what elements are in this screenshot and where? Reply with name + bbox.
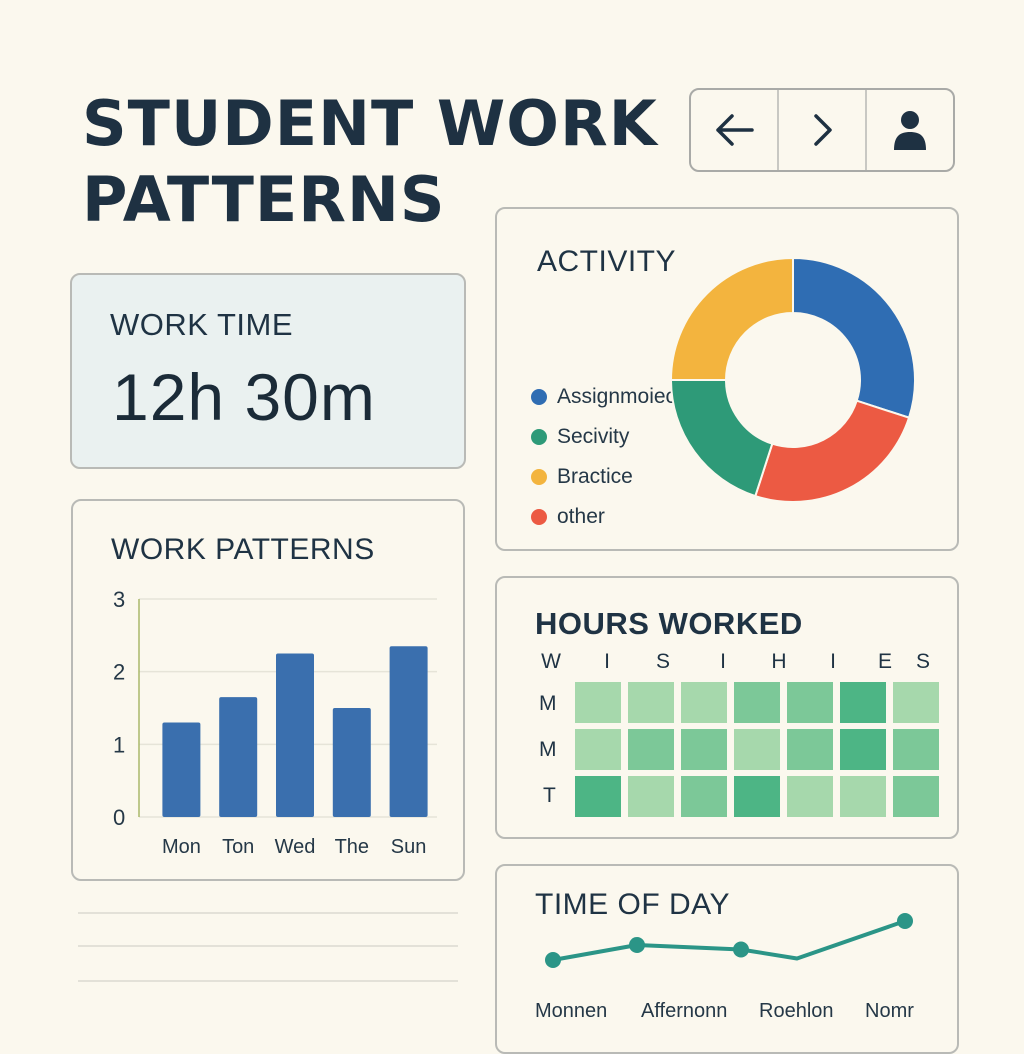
heatmap-cell [628,776,674,817]
legend-label: Assignmoiec [557,385,677,408]
heatmap-cell [787,776,833,817]
time-of-day-label: Nomr [865,1000,914,1022]
work-time-card: WORK TIME 12h 30m [70,273,466,469]
divider-line [78,945,458,947]
legend-item: Secivity [531,417,676,457]
legend-label: Secivity [557,425,630,448]
legend-swatch [531,389,547,405]
user-profile-button[interactable] [865,90,953,170]
navigation-toolbar [689,88,955,172]
heatmap-column-label: I [604,650,610,673]
heatmap-cell [575,729,621,770]
back-button[interactable] [691,90,777,170]
heatmap-cell [893,729,939,770]
y-tick-label: 3 [113,587,125,612]
forward-button[interactable] [777,90,865,170]
heatmap-cell [787,682,833,723]
time-of-day-card: TIME OF DAY Monnen Affernonn Roehlon Nom… [495,864,959,1054]
series-line [551,919,907,962]
heatmap-cell [893,776,939,817]
divider-line [78,980,458,982]
heatmap-row-label: T [543,784,556,807]
activity-card: ACTIVITY Assignmoiec Secivity Bractice o… [495,207,959,551]
x-tick-label: Wed [275,836,316,858]
donut-slice [669,379,774,498]
legend-item: Bractice [531,457,676,497]
time-of-day-title: TIME OF DAY [535,888,730,921]
heatmap-column-label: W [541,650,561,673]
bar [276,653,314,817]
time-of-day-label: Monnen [535,1000,608,1022]
donut-slice [669,256,794,381]
chevron-right-icon [814,114,832,146]
heatmap-cell [840,682,886,723]
work-patterns-title: WORK PATTERNS [111,533,375,566]
y-tick-label: 2 [113,660,125,685]
heatmap-cell [681,682,727,723]
data-point [545,952,561,968]
bar [219,697,258,817]
activity-legend: Assignmoiec Secivity Bractice other [531,377,676,537]
legend-swatch [531,429,547,445]
data-point [897,913,913,929]
x-tick-label: Mon [162,836,201,858]
legend-label: other [557,505,605,528]
heatmap-cell [575,682,621,723]
heatmap-cell [681,729,727,770]
heatmap-cell [840,776,886,817]
work-time-value: 12h 30m [112,360,376,434]
activity-title: ACTIVITY [537,245,677,278]
heatmap-cell [787,729,833,770]
bar [332,708,371,817]
heatmap-cell [893,682,939,723]
data-point [629,937,645,953]
heatmap-column-label: S [915,650,930,673]
heatmap-column-label: H [771,650,787,673]
heatmap-row-label: M [539,692,557,715]
heatmap-cell [734,776,780,817]
heatmap-cell [681,776,727,817]
heatmap-column-label: S [655,650,670,673]
donut-slice [754,399,911,503]
y-tick-label: 1 [113,732,125,757]
x-tick-label: The [335,836,369,858]
heatmap-cell [575,776,621,817]
heatmap-cell [840,729,886,770]
divider-line [78,912,458,914]
y-tick-label: 0 [113,805,125,830]
heatmap-cell [628,729,674,770]
heatmap-cell [734,682,780,723]
user-icon [894,111,926,150]
arrow-left-icon [716,114,754,146]
bar [389,646,428,817]
legend-item: Assignmoiec [531,377,676,417]
work-patterns-bar-chart: 0 1 2 3 Mon Ton Wed The Sun [113,587,437,858]
heatmap-cell [734,729,780,770]
page-title-line-1: STUDENT WORK [82,87,658,160]
page-title: STUDENT WORK PATTERNS [82,86,682,238]
legend-item: other [531,497,676,537]
hours-worked-card: HOURS WORKED W I S I H I E S M M T [495,576,959,839]
work-patterns-card: WORK PATTERNS 0 1 2 3 Mon Ton Wed The Sun [71,499,465,881]
time-of-day-label: Affernonn [641,1000,728,1022]
work-time-label: WORK TIME [110,307,294,342]
page-title-line-2: PATTERNS [82,163,446,236]
x-tick-label: Sun [391,836,427,858]
legend-swatch [531,469,547,485]
heatmap-cell [628,682,674,723]
donut-slice [792,256,916,419]
hours-worked-title: HOURS WORKED [535,606,803,641]
heatmap-column-label: E [877,650,892,673]
data-point [733,941,749,958]
heatmap-column-label: I [830,650,836,673]
activity-donut-chart [669,256,916,503]
x-tick-label: Ton [222,836,254,858]
time-of-day-label: Roehlon [759,1000,834,1022]
legend-label: Bractice [557,465,633,488]
bar [162,722,201,817]
legend-swatch [531,509,547,525]
time-of-day-line-chart [545,913,913,968]
heatmap-column-label: I [720,650,726,673]
heatmap-row-label: M [539,738,557,761]
